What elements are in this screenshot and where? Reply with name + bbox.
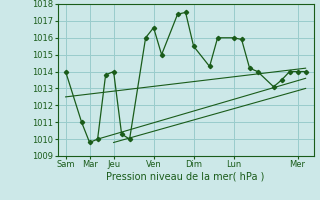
X-axis label: Pression niveau de la mer( hPa ): Pression niveau de la mer( hPa ) <box>107 172 265 182</box>
